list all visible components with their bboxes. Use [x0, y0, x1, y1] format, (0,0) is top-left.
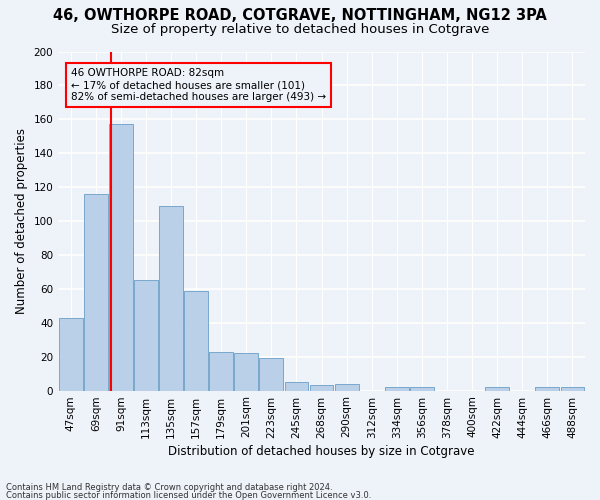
Bar: [84, 194, 108, 390]
Bar: [410, 387, 434, 390]
Text: Size of property relative to detached houses in Cotgrave: Size of property relative to detached ho…: [111, 22, 489, 36]
Bar: [284, 382, 308, 390]
Bar: [235, 354, 258, 391]
Bar: [385, 387, 409, 390]
Bar: [485, 387, 509, 390]
Bar: [310, 386, 334, 390]
Bar: [184, 290, 208, 390]
Text: Contains public sector information licensed under the Open Government Licence v3: Contains public sector information licen…: [6, 490, 371, 500]
Bar: [159, 206, 183, 390]
Bar: [335, 384, 359, 390]
Bar: [209, 352, 233, 391]
Y-axis label: Number of detached properties: Number of detached properties: [15, 128, 28, 314]
Bar: [560, 387, 584, 390]
Bar: [59, 318, 83, 390]
Text: Contains HM Land Registry data © Crown copyright and database right 2024.: Contains HM Land Registry data © Crown c…: [6, 484, 332, 492]
Text: 46 OWTHORPE ROAD: 82sqm
← 17% of detached houses are smaller (101)
82% of semi-d: 46 OWTHORPE ROAD: 82sqm ← 17% of detache…: [71, 68, 326, 102]
X-axis label: Distribution of detached houses by size in Cotgrave: Distribution of detached houses by size …: [169, 444, 475, 458]
Bar: [109, 124, 133, 390]
Bar: [259, 358, 283, 390]
Text: 46, OWTHORPE ROAD, COTGRAVE, NOTTINGHAM, NG12 3PA: 46, OWTHORPE ROAD, COTGRAVE, NOTTINGHAM,…: [53, 8, 547, 22]
Bar: [134, 280, 158, 390]
Bar: [535, 387, 559, 390]
